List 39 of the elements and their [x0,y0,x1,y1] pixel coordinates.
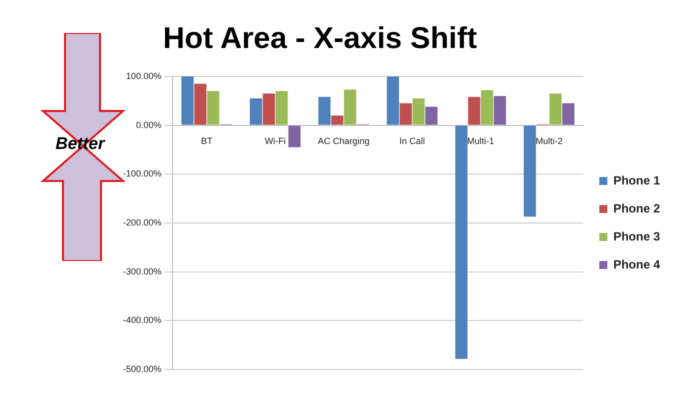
x-tick-label: Multi-2 [536,136,563,146]
legend-label: Phone 2 [613,201,660,216]
bar [412,98,425,125]
y-tick-label: 0.00% [136,120,162,130]
x-tick-label: BT [201,136,214,146]
bar [480,90,494,125]
bar [455,126,468,359]
legend-label: Phone 4 [613,257,660,272]
bar [468,96,480,125]
bar [207,91,220,125]
bar [524,126,536,217]
x-tick-label: Wi-Fi [264,136,286,146]
bar [562,103,574,125]
y-tick-label: -200.00% [122,217,162,228]
bar [386,76,399,125]
legend-label: Phone 1 [613,173,660,188]
bar [194,84,206,125]
bar [288,126,301,148]
y-tick-label: -500.00% [122,364,162,374]
bar [425,106,438,125]
bar [344,90,356,125]
bar [549,94,562,125]
x-tick-label: Multi-1 [467,136,494,146]
y-tick-label: -100.00% [122,168,162,179]
x-tick-label: In Call [399,136,425,146]
bar [181,76,194,125]
bar [400,103,412,125]
bar [318,96,331,125]
x-tick-label: AC Charging [318,136,370,146]
bar [262,94,275,125]
bar [331,115,344,125]
bar [250,98,262,125]
bar [494,96,506,125]
legend-label: Phone 3 [613,229,660,244]
y-tick-label: -300.00% [122,266,162,276]
bar [276,91,288,125]
y-tick-label: 100.00% [126,70,162,81]
chart-title: Hot Area - X-axis Shift [162,22,478,56]
y-tick-label: -400.00% [122,315,162,326]
